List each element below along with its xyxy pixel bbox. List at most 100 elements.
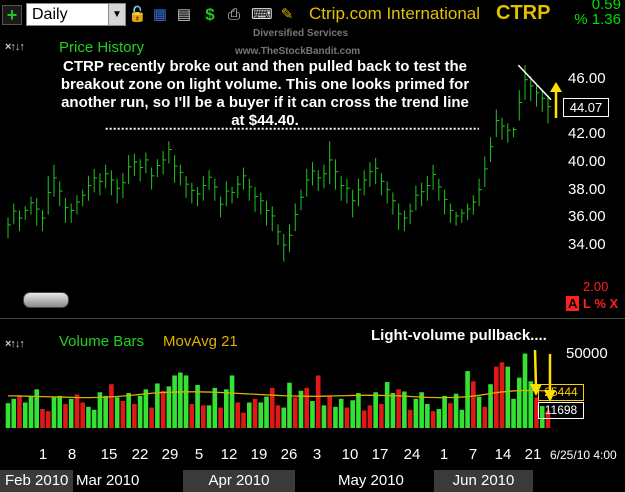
volume-bar xyxy=(114,397,120,428)
month-label[interactable]: Feb 2010 xyxy=(0,470,74,492)
company-name: Ctrip.com International xyxy=(309,4,481,23)
volume-bar xyxy=(453,393,459,428)
printer-icon[interactable]: ▤ xyxy=(176,6,192,23)
volume-bar xyxy=(22,402,28,428)
volume-axis-tick: 50000 xyxy=(566,345,608,362)
volume-bar xyxy=(160,390,166,428)
volume-bar xyxy=(63,403,68,428)
trend-line xyxy=(517,64,552,101)
pane-divider[interactable] xyxy=(0,318,625,319)
pencil-icon[interactable]: ✎ xyxy=(280,6,294,23)
volume-bar xyxy=(476,396,482,428)
volume-bar xyxy=(494,366,499,428)
price-pane-title: Price History xyxy=(59,39,145,56)
mavg-line xyxy=(8,389,549,399)
month-label[interactable]: Apr 2010 xyxy=(183,470,295,492)
volume-annotation: Light-volume pullback.... xyxy=(371,327,547,344)
scale-percent-button[interactable]: % xyxy=(594,296,606,311)
volume-bar xyxy=(86,406,91,428)
scale-auto-button[interactable]: A xyxy=(566,296,580,311)
volume-bar xyxy=(413,398,419,428)
month-label[interactable]: May 2010 xyxy=(338,472,404,489)
volume-bar xyxy=(534,397,539,428)
volume-bar xyxy=(17,395,22,428)
date-tick-label: 1 xyxy=(439,446,449,463)
volume-bar xyxy=(292,397,298,428)
volume-bar xyxy=(505,366,511,428)
volume-bar xyxy=(229,375,235,428)
chevron-down-icon[interactable]: ▼ xyxy=(108,4,125,25)
date-tick-label: 7 xyxy=(468,446,478,463)
secondary-axis-label: 2.00 xyxy=(583,279,609,294)
price-pane-controls[interactable]: ×↑↓↑ xyxy=(5,41,25,53)
volume-bar xyxy=(338,398,344,428)
date-tick-label: 29 xyxy=(161,446,179,463)
volume-bar xyxy=(74,394,80,428)
price-tick-label: 38.00 xyxy=(568,180,606,198)
down-arrow-icon xyxy=(533,349,538,389)
date-tick-label: 26 xyxy=(280,446,298,463)
volume-bar xyxy=(195,384,200,428)
scale-close-button[interactable]: X xyxy=(609,296,619,311)
volume-bar xyxy=(384,382,390,428)
date-tick-label: 22 xyxy=(131,446,149,463)
volume-bar xyxy=(149,407,154,428)
scroll-handle[interactable] xyxy=(23,292,69,308)
date-tick-label: 5 xyxy=(194,446,204,463)
volume-bar xyxy=(407,409,413,428)
scale-log-button[interactable]: L xyxy=(583,296,591,311)
volume-bar xyxy=(379,403,384,428)
month-label[interactable]: Jun 2010 xyxy=(434,470,533,492)
percent-change: % 1.36 xyxy=(574,11,621,28)
volume-bar xyxy=(425,403,430,428)
volume-bar xyxy=(201,405,206,428)
volume-bar xyxy=(361,410,367,428)
mavg-label: MovAvg 21 xyxy=(163,333,238,350)
volume-bar xyxy=(218,407,223,428)
volume-bar xyxy=(80,402,85,428)
scale-controls[interactable]: A L % X xyxy=(566,296,618,311)
add-icon[interactable]: + xyxy=(2,5,22,25)
volume-bar xyxy=(252,398,258,428)
volume-bar xyxy=(91,409,97,428)
volume-bar xyxy=(28,396,34,428)
volume-bar xyxy=(327,395,332,428)
volume-bar xyxy=(482,406,488,428)
ticker-symbol: CTRP xyxy=(496,2,551,24)
volume-bar xyxy=(310,400,315,428)
date-tick-label: 21 xyxy=(524,446,542,463)
volume-bar xyxy=(471,381,476,428)
industry-watermark: Diversified Services xyxy=(253,28,349,39)
volume-bar xyxy=(212,387,218,428)
volume-bar xyxy=(528,381,534,428)
date-tick-label: 15 xyxy=(100,446,118,463)
print-icon[interactable]: ⎙ xyxy=(227,6,240,23)
volume-bar xyxy=(373,392,378,428)
volume-bar xyxy=(488,384,493,428)
save-icon[interactable]: ▦ xyxy=(152,6,168,23)
volume-bar xyxy=(137,395,143,428)
keyboard-icon[interactable]: ⌨ xyxy=(251,6,273,23)
volume-bar xyxy=(430,411,436,428)
volume-bar xyxy=(178,372,183,428)
volume-bar xyxy=(132,403,137,428)
period-select[interactable]: Daily ▼ xyxy=(26,3,126,26)
volume-bar xyxy=(390,392,396,428)
volume-bar xyxy=(206,405,212,428)
volume-bar xyxy=(109,384,114,428)
volume-bar xyxy=(350,400,355,428)
volume-bar xyxy=(442,395,447,428)
volume-bar xyxy=(34,389,40,428)
dollar-icon[interactable]: $ xyxy=(205,5,215,24)
lock-icon[interactable]: 🔓 xyxy=(128,6,147,23)
volume-bar xyxy=(281,407,287,428)
volume-bar xyxy=(448,403,453,428)
volume-bar xyxy=(51,396,57,428)
volume-bar xyxy=(241,412,246,428)
month-label[interactable]: Mar 2010 xyxy=(76,472,140,489)
volume-bar xyxy=(315,375,321,428)
volume-bar xyxy=(545,410,551,428)
volume-bar xyxy=(258,402,264,428)
volume-pane-controls[interactable]: ×↑↓↑ xyxy=(5,338,25,350)
volume-bar xyxy=(275,405,281,428)
